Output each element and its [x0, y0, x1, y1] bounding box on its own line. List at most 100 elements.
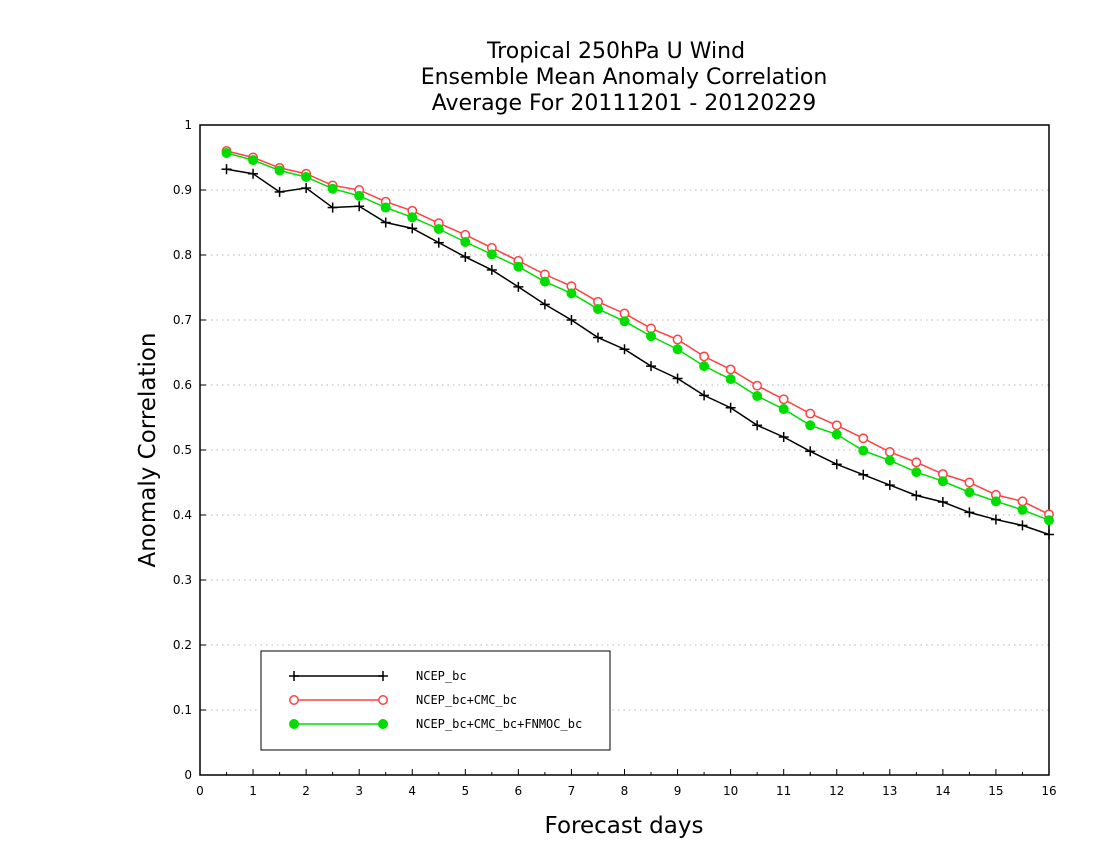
data-point	[1044, 515, 1054, 526]
chart-title-line-2: Ensemble Mean Anomaly Correlation	[421, 65, 828, 90]
x-tick-label: 8	[621, 784, 629, 798]
x-tick-label: 0	[196, 784, 204, 798]
data-point	[672, 334, 683, 345]
legend-label: NCEP_bc+CMC_bc	[416, 693, 517, 707]
data-point	[725, 402, 736, 413]
data-point	[646, 331, 657, 342]
legend: NCEP_bc NCEP_bc+CMC_bc NCEP_bc+CMC_bc+FNMO…	[260, 650, 611, 751]
data-point	[486, 264, 497, 275]
x-axis: 0 1 2 3 4 5 6 7 8 9 10 11 12 13 14 15 16	[196, 769, 1057, 798]
legend-item: NCEP_bc+CMC_bc	[289, 693, 517, 707]
x-tick-label: 2	[302, 784, 310, 798]
data-point	[778, 394, 789, 405]
series-3	[221, 147, 1054, 526]
legend-marker	[378, 719, 388, 729]
x-tick-label: 5	[461, 784, 469, 798]
y-tick-label: 0.4	[173, 508, 192, 522]
data-point	[1017, 520, 1028, 531]
x-tick-label: 15	[988, 784, 1003, 798]
x-tick-label: 3	[355, 784, 363, 798]
data-point	[699, 351, 710, 362]
data-point	[301, 183, 312, 194]
legend-marker	[378, 671, 388, 681]
legend-marker	[289, 671, 299, 681]
legend-marker	[378, 695, 388, 705]
data-point	[752, 380, 763, 391]
chart-title-line-3: Average For 20111201 - 20120229	[432, 91, 817, 116]
series-line	[226, 152, 1050, 521]
data-point	[380, 202, 391, 213]
y-tick-label: 0.3	[173, 573, 192, 587]
data-point	[460, 251, 471, 262]
data-point	[301, 172, 312, 182]
data-point	[778, 404, 789, 415]
legend-item: NCEP_bc+CMC_bc+FNMOC_bc	[289, 717, 582, 731]
data-point	[990, 496, 1001, 507]
data-point	[831, 420, 842, 431]
data-point	[778, 432, 789, 442]
x-tick-label: 13	[882, 784, 897, 798]
data-point	[725, 374, 736, 385]
data-point	[672, 373, 683, 384]
data-point	[274, 165, 285, 176]
data-point	[911, 467, 922, 478]
y-tick-label: 0.8	[173, 248, 192, 262]
legend-label: NCEP_bc	[416, 669, 467, 683]
x-tick-label: 7	[568, 784, 576, 798]
data-point	[486, 249, 497, 260]
data-point	[566, 315, 577, 325]
y-tick-label: 1	[184, 118, 192, 132]
data-point	[327, 202, 338, 213]
data-point	[566, 288, 577, 299]
data-point	[274, 186, 285, 197]
series-1	[221, 164, 1054, 540]
data-point	[672, 344, 683, 355]
data-point	[884, 447, 895, 457]
data-point	[592, 303, 603, 314]
data-point	[619, 316, 630, 327]
data-point	[884, 455, 895, 466]
series-2	[221, 146, 1054, 520]
y-tick-label: 0.7	[173, 313, 192, 327]
data-point	[990, 514, 1001, 525]
legend-marker	[289, 719, 299, 729]
chart-title-line-1: Tropical 250hPa U Wind	[486, 39, 745, 64]
data-point	[646, 361, 657, 372]
data-point	[433, 237, 444, 248]
data-point	[539, 299, 550, 310]
data-point	[858, 445, 869, 456]
x-tick-label: 12	[829, 784, 844, 798]
data-point	[831, 459, 842, 470]
chart-title: Tropical 250hPa U Wind Ensemble Mean Ano…	[421, 39, 828, 116]
y-tick-label: 0.2	[173, 638, 192, 652]
y-tick-label: 0	[184, 768, 192, 782]
data-point	[433, 224, 444, 234]
y-tick-label: 0.5	[173, 443, 192, 457]
data-point	[539, 276, 550, 287]
data-point	[752, 420, 763, 431]
data-point	[858, 469, 869, 480]
data-point	[911, 490, 922, 501]
x-tick-label: 9	[674, 784, 682, 798]
data-point	[1044, 529, 1054, 540]
data-point	[407, 223, 418, 234]
x-tick-label: 11	[776, 784, 791, 798]
x-tick-label: 6	[515, 784, 523, 798]
data-point	[221, 164, 232, 175]
data-point	[619, 344, 630, 355]
data-point	[354, 201, 365, 212]
y-tick-label: 0.6	[173, 378, 192, 392]
data-point	[725, 364, 736, 375]
legend-item: NCEP_bc	[289, 669, 467, 683]
data-point	[752, 391, 763, 402]
data-point	[460, 237, 471, 247]
data-point	[884, 480, 895, 491]
data-point	[805, 446, 816, 457]
legend-label: NCEP_bc+CMC_bc+FNMOC_bc	[416, 717, 582, 731]
x-tick-label: 10	[723, 784, 738, 798]
data-point	[513, 261, 524, 272]
data-point	[805, 420, 816, 431]
x-tick-label: 16	[1041, 784, 1056, 798]
series-group	[221, 146, 1054, 540]
legend-marker	[289, 695, 299, 705]
